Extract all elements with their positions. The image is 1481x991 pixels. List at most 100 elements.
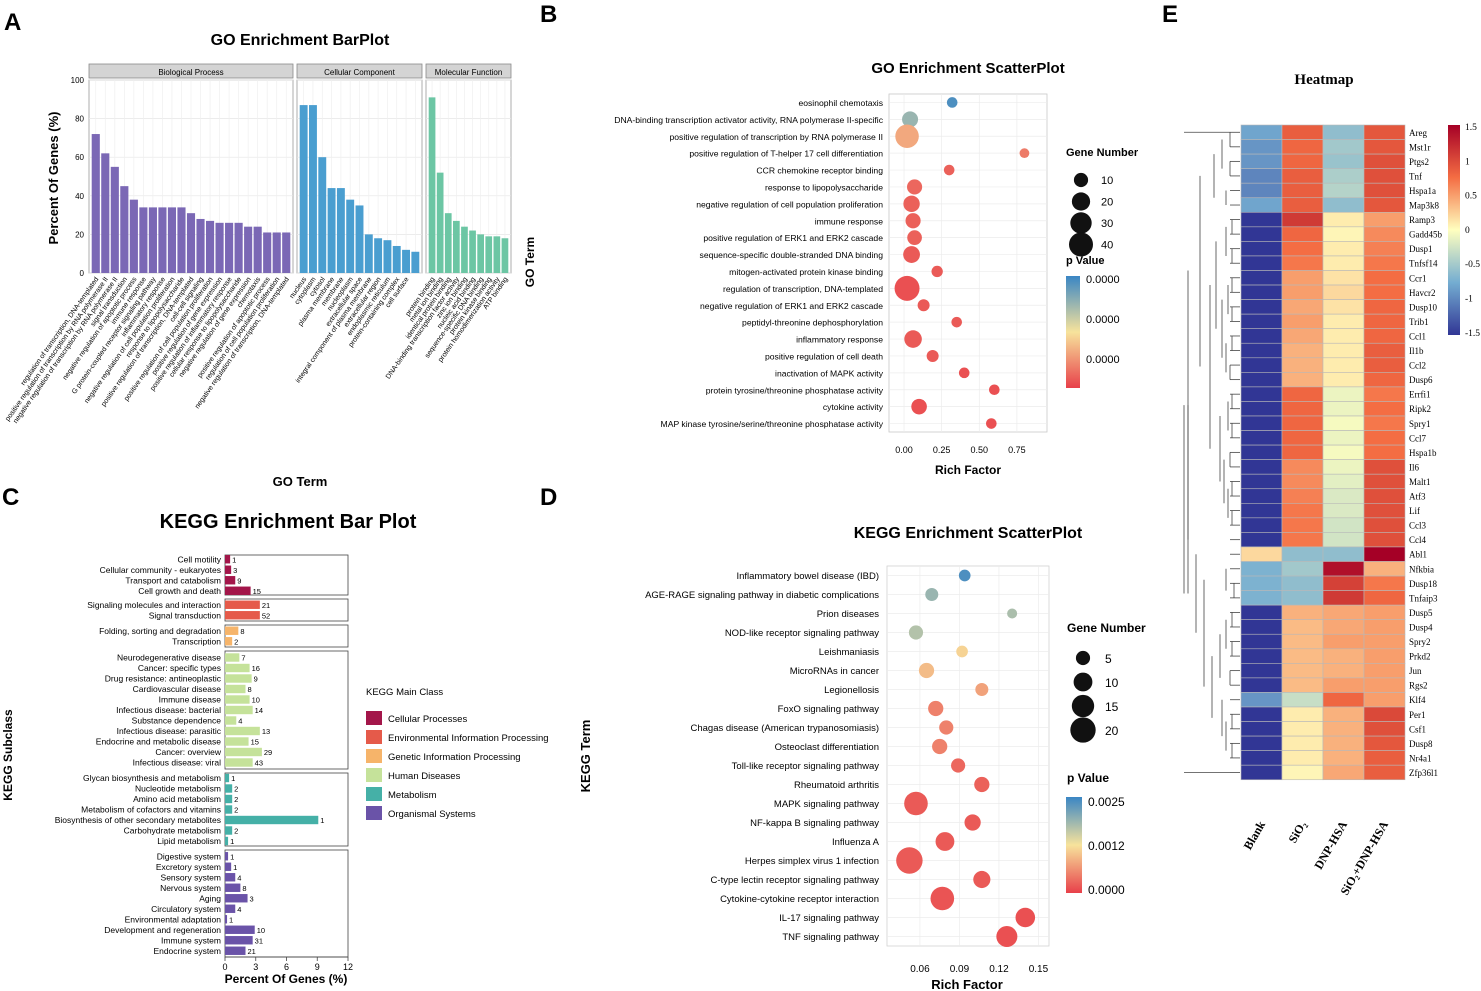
c-subclass-label: Neurodegenerative disease <box>117 653 221 663</box>
c-bar <box>225 915 228 924</box>
d-term-label: C-type lectin receptor signaling pathway <box>711 875 880 886</box>
d-point <box>973 870 991 889</box>
panel-c-title: KEGG Enrichment Bar Plot <box>160 511 417 533</box>
b-point <box>986 418 997 429</box>
e-cell <box>1322 444 1365 460</box>
e-cell <box>1240 372 1283 388</box>
c-legend-label: Organismal Systems <box>388 809 476 820</box>
e-cell <box>1281 706 1324 722</box>
e-cell <box>1281 241 1324 257</box>
b-term-label: MAP kinase tyrosine/serine/threonine pho… <box>661 419 884 429</box>
e-cell <box>1363 328 1406 344</box>
e-gene-label: Dusp4 <box>1409 622 1433 632</box>
c-count-label: 2 <box>234 827 238 836</box>
e-cell <box>1363 575 1406 591</box>
b-size-legend-value: 20 <box>1101 197 1113 209</box>
a-bar <box>444 213 452 273</box>
a-bar <box>225 222 234 273</box>
c-count-label: 3 <box>233 566 237 575</box>
panel-b-title: GO Enrichment ScatterPlot <box>871 60 1064 77</box>
e-cell <box>1322 284 1365 300</box>
c-bar <box>225 873 236 882</box>
e-column-label: DNP-HSA <box>1311 818 1350 871</box>
a-bar <box>177 207 186 273</box>
e-cell <box>1363 459 1406 475</box>
b-size-legend-value: 30 <box>1101 218 1113 230</box>
c-subclass-label: Transcription <box>172 636 221 646</box>
d-term-label: AGE-RAGE signaling pathway in diabetic c… <box>645 590 879 601</box>
a-bar <box>139 207 148 273</box>
d-point <box>935 832 955 851</box>
e-cell <box>1322 546 1365 562</box>
b-point <box>902 111 919 128</box>
d-size-legend-dot <box>1071 694 1095 718</box>
c-bar <box>225 726 260 736</box>
c-subclass-label: Amino acid metabolism <box>133 794 221 804</box>
e-cell <box>1363 168 1406 184</box>
a-bar <box>477 234 484 273</box>
c-legend-swatch <box>366 711 382 725</box>
a-bar <box>501 238 509 273</box>
e-gene-label: Tnf <box>1409 171 1422 181</box>
c-count-label: 7 <box>241 654 245 663</box>
b-term-label: peptidyl-threonine dephosphorylation <box>742 318 883 328</box>
c-count-label: 8 <box>248 685 252 694</box>
e-cell <box>1240 313 1283 329</box>
d-xtick: 0.09 <box>950 964 970 975</box>
e-cell <box>1363 241 1406 257</box>
d-term-label: NOD-like receptor signaling pathway <box>725 628 879 639</box>
e-cell <box>1281 750 1324 766</box>
c-bar <box>225 737 249 746</box>
d-term-label: Influenza A <box>832 837 880 848</box>
c-subclass-label: Nucleotide metabolism <box>135 784 221 794</box>
e-cell <box>1322 619 1365 635</box>
e-cell <box>1240 604 1283 621</box>
e-cell <box>1363 182 1406 199</box>
e-gene-label: Map3k8 <box>1409 201 1439 211</box>
c-bar <box>225 773 230 783</box>
d-color-legend-label: 0.0000 <box>1088 883 1125 897</box>
e-gene-label: Tnfsf14 <box>1409 259 1438 269</box>
e-cell <box>1322 241 1365 257</box>
e-cell <box>1240 357 1283 373</box>
e-cell <box>1322 168 1365 184</box>
e-gene-label: Dusp6 <box>1409 375 1433 385</box>
c-bar <box>225 555 231 564</box>
d-point <box>908 625 924 640</box>
e-cell <box>1240 124 1283 140</box>
e-cell <box>1281 226 1324 242</box>
e-cell <box>1322 124 1365 140</box>
c-subclass-label: Environmental adaptation <box>125 914 222 924</box>
d-color-legend-label: 0.0012 <box>1088 839 1125 853</box>
e-cell <box>1240 706 1283 722</box>
d-term-label: MAPK signaling pathway <box>774 799 879 810</box>
e-gene-label: Mst1r <box>1409 142 1431 152</box>
c-legend-label: Metabolism <box>388 790 437 801</box>
b-term-label: positive regulation of ERK1 and ERK2 cas… <box>703 233 883 243</box>
e-cell <box>1240 648 1283 664</box>
c-subclass-label: Nervous system <box>160 883 221 893</box>
e-cell <box>1240 546 1283 562</box>
e-cell <box>1240 212 1283 228</box>
a-bar <box>253 226 262 273</box>
e-cell <box>1281 270 1324 286</box>
e-scale-tick: -1 <box>1465 295 1473 305</box>
c-bar <box>225 747 262 757</box>
e-cell <box>1240 401 1283 417</box>
e-gene-label: Ramp3 <box>1409 215 1435 225</box>
e-gene-label: Trib1 <box>1409 317 1429 327</box>
c-count-label: 4 <box>237 873 241 882</box>
e-cell <box>1322 328 1365 344</box>
e-cell <box>1281 328 1324 344</box>
b-size-legend-title: Gene Number <box>1066 147 1139 159</box>
e-cell <box>1240 517 1283 533</box>
e-cell <box>1322 226 1365 242</box>
a-bar <box>91 134 100 273</box>
a-ytick: 60 <box>75 153 84 162</box>
e-cell <box>1240 153 1283 169</box>
panel-e-letter: E <box>1162 1 1178 28</box>
c-legend-swatch <box>366 749 382 763</box>
c-group-box <box>224 772 349 847</box>
e-cell <box>1322 473 1365 490</box>
a-bar <box>327 188 336 273</box>
